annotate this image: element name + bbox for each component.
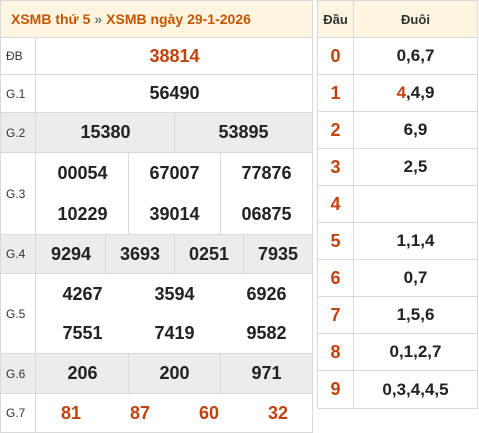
- loto-head: 6: [318, 260, 354, 296]
- prize-label: ĐB: [1, 38, 36, 74]
- loto-table: Đầu Đuôi 0 0,6,7 1 4,4,9 2 6,9 3 2,5 4 5…: [317, 0, 478, 409]
- prize-row-g1: G.1 56490: [1, 75, 312, 113]
- prize-number: 206: [67, 363, 98, 383]
- prize-number: 15380: [80, 122, 131, 142]
- cell-divider: [174, 235, 175, 273]
- loto-row: 1 4,4,9: [318, 75, 477, 112]
- loto-head: 0: [318, 38, 354, 74]
- loto-row: 9 0,3,4,4,5: [318, 371, 477, 408]
- loto-head: 8: [318, 334, 354, 370]
- loto-tail: 1,1,4: [396, 231, 435, 250]
- loto-row: 5 1,1,4: [318, 223, 477, 260]
- prize-number: 0251: [188, 243, 230, 264]
- loto-row: 4: [318, 186, 477, 223]
- cell-divider: [128, 354, 129, 393]
- loto-head: 7: [318, 297, 354, 333]
- loto-tail: 1,5,6: [396, 305, 435, 324]
- tail-column-title: Đuôi: [401, 11, 430, 27]
- loto-tail: [354, 186, 477, 222]
- prize-row-g5: G.5 4267 3594 6926 7551 7419 9582: [1, 274, 312, 354]
- loto-row: 8 0,1,2,7: [318, 334, 477, 371]
- loto-tail-rest: ,4,9: [406, 83, 435, 102]
- prize-number: 77876: [241, 163, 292, 183]
- special-prize-number: 38814: [149, 45, 200, 66]
- prize-number: 67007: [149, 163, 200, 183]
- loto-row: 6 0,7: [318, 260, 477, 297]
- results-table: XSMB thứ 5» XSMB ngày 29-1-2026 ĐB 38814 …: [0, 0, 313, 433]
- prize-number: 7935: [257, 243, 299, 264]
- prize-label: G.6: [1, 354, 36, 393]
- prize-row-g4: G.4 9294 3693 0251 7935: [1, 235, 312, 274]
- loto-row: 2 6,9: [318, 112, 477, 149]
- cell-divider: [220, 153, 221, 234]
- prize-number: 7551: [62, 323, 103, 343]
- xsmb-date-link[interactable]: XSMB ngày 29-1-2026: [106, 11, 251, 27]
- prize-row-g3: G.3 00054 67007 77876 10229 39014 06875: [1, 153, 312, 235]
- loto-tail: 6,9: [403, 120, 428, 139]
- cell-divider: [128, 153, 129, 234]
- loto-row: 3 2,5: [318, 149, 477, 186]
- prize-number: 7419: [154, 323, 195, 343]
- prize-row-g7: G.7 81 87 60 32: [1, 394, 312, 432]
- loto-tail: 0,3,4,4,5: [382, 379, 449, 399]
- prize-number: 9582: [246, 323, 287, 343]
- cell-divider: [220, 354, 221, 393]
- prize-number: 00054: [57, 163, 108, 183]
- results-header: XSMB thứ 5» XSMB ngày 29-1-2026: [1, 1, 312, 38]
- loto-row: 0 0,6,7: [318, 38, 477, 75]
- prize-number: 06875: [241, 203, 292, 224]
- prize-label: G.5: [1, 274, 36, 353]
- prize-number: 4267: [62, 283, 103, 304]
- loto-row: 7 1,5,6: [318, 297, 477, 334]
- prize-label: G.2: [1, 113, 36, 152]
- loto-header: Đầu Đuôi: [318, 1, 477, 38]
- loto-tail: 4,4,9: [354, 75, 477, 111]
- prize-number: 9294: [50, 243, 92, 264]
- prize-number: 39014: [149, 203, 200, 224]
- prize-number: 10229: [57, 203, 108, 224]
- cell-divider: [243, 235, 244, 273]
- prize-number: 6926: [246, 283, 287, 304]
- loto-head: 1: [318, 75, 354, 111]
- loto-head: 3: [318, 149, 354, 185]
- cell-divider: [105, 235, 106, 273]
- prize-number: 3594: [154, 283, 195, 304]
- loto-tail: 0,6,7: [396, 46, 435, 65]
- prize-row-db: ĐB 38814: [1, 38, 312, 75]
- prize-number: 81: [60, 402, 82, 423]
- xsmb-weekday-link[interactable]: XSMB thứ 5: [11, 11, 91, 27]
- loto-tail-highlight: 4: [396, 83, 407, 102]
- prize-number: 87: [129, 402, 151, 423]
- prize-row-g6: G.6 206 200 971: [1, 354, 312, 394]
- loto-tail: 2,5: [403, 157, 428, 176]
- loto-tail: 0,7: [403, 268, 428, 287]
- loto-head: 2: [318, 112, 354, 148]
- prize-number: 32: [267, 402, 289, 423]
- prize-number: 3693: [119, 243, 161, 264]
- head-column-title: Đầu: [318, 1, 354, 37]
- loto-head: 9: [318, 371, 354, 408]
- breadcrumb-separator: »: [94, 11, 103, 27]
- prize-label: G.4: [1, 235, 36, 273]
- prize-number: 56490: [149, 83, 200, 103]
- loto-head: 4: [318, 186, 354, 222]
- cell-divider: [174, 113, 175, 152]
- prize-number: 53895: [218, 122, 269, 142]
- prize-row-g2: G.2 15380 53895: [1, 113, 312, 153]
- prize-number: 60: [198, 402, 220, 423]
- prize-label: G.1: [1, 75, 36, 112]
- loto-head: 5: [318, 223, 354, 259]
- loto-tail: 0,1,2,7: [389, 342, 442, 361]
- prize-label: G.3: [1, 153, 36, 234]
- prize-number: 971: [251, 363, 282, 383]
- prize-number: 200: [159, 363, 190, 383]
- prize-label: G.7: [1, 394, 36, 432]
